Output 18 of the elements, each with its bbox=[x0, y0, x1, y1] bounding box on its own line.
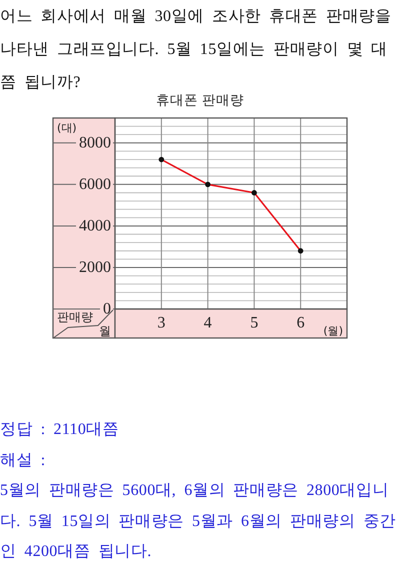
text: 월 bbox=[99, 324, 111, 338]
y-axis-title: (대) bbox=[57, 122, 77, 134]
x-tick-label: 5 bbox=[250, 314, 258, 332]
x-axis-title: (월) bbox=[323, 324, 343, 338]
y-tick-label: 2000 bbox=[79, 258, 111, 276]
y-tick-label: 4000 bbox=[79, 217, 111, 234]
y-tick-label: 8000 bbox=[79, 134, 111, 152]
text: 정답 : 2110대쯤 bbox=[0, 420, 120, 440]
text: 해설 : bbox=[0, 450, 46, 470]
chart-title: 휴대폰 판매량 bbox=[156, 92, 244, 109]
text: 어느 회사에서 매월 30일에 조사한 휴대폰 판매량을 나타낸 그래프입니다. 5월 15일에는 판매량이 몇 대쯤 됩니까? bbox=[0, 8, 392, 91]
x-tick-label: 6 bbox=[296, 314, 305, 332]
text: 판매량 bbox=[57, 310, 93, 324]
x-tick-label: 4 bbox=[204, 314, 212, 332]
text: 5월의 판매량은 5600대, 6월의 판매량은 2800대입니다. 5월 15일의 판매량은 5월과 6월의 판매량의 중간인 4200대쯤 됩니다. bbox=[0, 481, 397, 562]
x-tick-label: 3 bbox=[157, 314, 166, 332]
y-tick-label: 0 bbox=[103, 300, 111, 318]
y-tick-label: 6000 bbox=[79, 176, 111, 193]
